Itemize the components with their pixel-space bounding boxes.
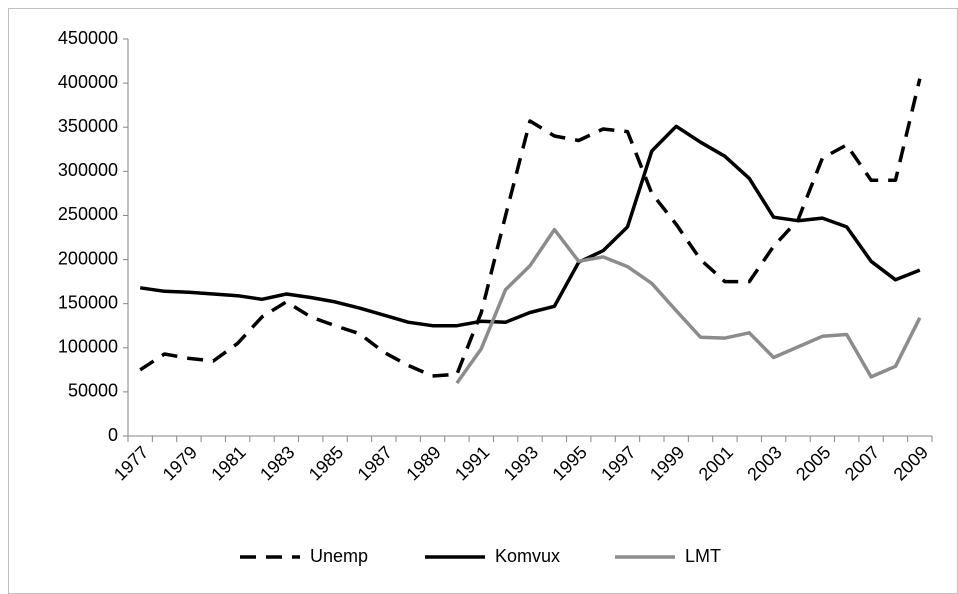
series-line	[139, 124, 921, 328]
series-line	[139, 78, 922, 378]
legend-label: Unemp	[310, 546, 368, 566]
y-tick-label: 50000	[68, 381, 118, 401]
legend-label: LMT	[685, 546, 721, 566]
y-tick-label: 100000	[58, 337, 118, 357]
chart-frame	[8, 8, 958, 594]
y-tick-label: 0	[108, 425, 118, 445]
y-tick-label: 300000	[58, 160, 118, 180]
series-line	[455, 227, 922, 385]
legend-label: Komvux	[495, 546, 560, 566]
y-tick-label: 150000	[58, 292, 118, 312]
y-tick-label: 350000	[58, 116, 118, 136]
y-tick-label: 200000	[58, 248, 118, 268]
y-tick-label: 450000	[58, 28, 118, 48]
y-tick-label: 400000	[58, 72, 118, 92]
y-tick-label: 250000	[58, 204, 118, 224]
